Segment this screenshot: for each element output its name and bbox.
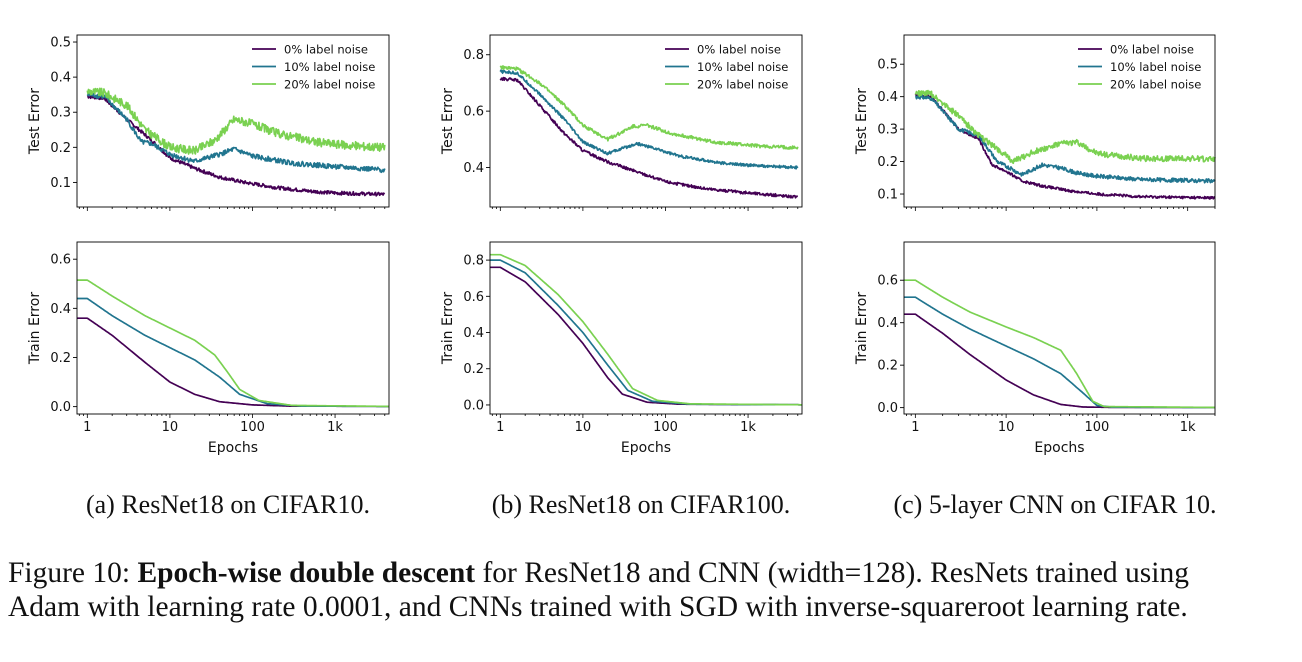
test-y-tick-label: 0.4 xyxy=(463,161,484,176)
figure-caption-line1: for ResNet18 and CNN (width=128). ResNet… xyxy=(482,557,1189,589)
train-y-tick-label: 0.2 xyxy=(877,359,898,374)
test-y-tick-label: 0.2 xyxy=(50,141,71,156)
test-y-axis-label: Test Error xyxy=(27,88,43,155)
x-tick-label: 100 xyxy=(240,420,265,435)
x-tick-label: 1 xyxy=(83,420,91,435)
train-line-0pct-noise xyxy=(904,314,1215,407)
test-y-tick-label: 0.1 xyxy=(877,188,898,203)
train-axes-frame xyxy=(904,242,1215,414)
train-y-tick-label: 0.0 xyxy=(463,398,484,413)
figure-title: Epoch-wise double descent xyxy=(137,557,475,589)
x-tick-label: 1 xyxy=(496,420,504,435)
train-y-tick-label: 0.2 xyxy=(50,351,71,366)
train-y-axis-label: Train Error xyxy=(854,292,870,365)
test-y-tick-label: 0.4 xyxy=(50,71,71,86)
panel-b-test: 0.4 0.6 0.8 Test Error 0% label noise 10% lab… xyxy=(440,35,802,211)
x-tick-label: 1k xyxy=(327,420,343,435)
legend-label-20pct: 20% label noise xyxy=(284,78,375,92)
test-y-tick-label: 0.1 xyxy=(50,176,71,191)
legend: 0% label noise 10% label noise 20% label n… xyxy=(252,43,375,92)
panel-a-test: 0.1 0.2 0.3 0.4 0.5 Test Error 0% label noise 1… xyxy=(27,35,389,211)
x-tick-label: 100 xyxy=(653,420,678,435)
train-line-0pct-noise xyxy=(490,267,802,405)
legend-label-10pct: 10% label noise xyxy=(284,60,375,74)
test-y-tick-label: 0.5 xyxy=(877,58,898,73)
test-line-0pct-noise xyxy=(500,78,798,198)
train-line-20pct-noise xyxy=(904,280,1215,407)
panel-a-train: 0.0 0.2 0.4 0.6 Train Error 1 10 100 1k Epochs xyxy=(27,242,389,456)
train-y-tick-label: 0.4 xyxy=(463,326,484,341)
train-y-tick-label: 0.6 xyxy=(877,274,898,289)
test-y-tick-label: 0.8 xyxy=(463,48,484,63)
x-tick-label: 1 xyxy=(911,420,919,435)
train-y-axis-label: Train Error xyxy=(440,292,456,365)
x-tick-label: 10 xyxy=(575,420,592,435)
legend-label-10pct: 10% label noise xyxy=(1110,60,1201,74)
train-y-tick-label: 0.6 xyxy=(50,253,71,268)
test-y-tick-label: 0.5 xyxy=(50,36,71,51)
x-tick-label: 10 xyxy=(998,420,1015,435)
test-y-tick-label: 0.4 xyxy=(877,90,898,105)
test-y-tick-label: 0.3 xyxy=(50,106,71,121)
train-y-tick-label: 0.0 xyxy=(877,401,898,416)
train-y-tick-label: 0.0 xyxy=(50,400,71,415)
test-y-tick-label: 0.2 xyxy=(877,155,898,170)
panel-c-train: 0.0 0.2 0.4 0.6 Train Error 1 10 100 1k Epochs xyxy=(854,242,1215,456)
test-line-20pct-noise xyxy=(87,88,385,154)
figure-canvas: 0.1 0.2 0.3 0.4 0.5 Test Error 0% label noise 1… xyxy=(0,0,1302,480)
test-y-axis-label: Test Error xyxy=(854,88,870,155)
legend-label-0pct: 0% label noise xyxy=(697,43,781,57)
figure-label: Figure 10: xyxy=(8,557,130,589)
train-axes-frame xyxy=(490,242,802,414)
train-line-10pct-noise xyxy=(490,260,802,405)
subcaption-a: (a) ResNet18 on CIFAR10. xyxy=(28,490,428,520)
train-line-10pct-noise xyxy=(904,297,1215,407)
train-y-tick-label: 0.4 xyxy=(50,302,71,317)
train-y-tick-label: 0.6 xyxy=(463,290,484,305)
train-y-tick-label: 0.8 xyxy=(463,254,484,269)
legend-label-20pct: 20% label noise xyxy=(697,78,788,92)
panel-b-train: 0.0 0.2 0.4 0.6 0.8 Train Error 1 10 100 1k Epochs xyxy=(440,242,802,456)
legend: 0% label noise 10% label noise 20% label n… xyxy=(1078,43,1201,92)
subcaption-c: (c) 5-layer CNN on CIFAR 10. xyxy=(855,490,1255,520)
test-y-tick-label: 0.6 xyxy=(463,105,484,120)
test-line-10pct-noise xyxy=(915,95,1215,182)
train-y-tick-label: 0.2 xyxy=(463,362,484,377)
figure-caption-line2: Adam with learning rate 0.0001, and CNNs… xyxy=(8,591,1188,623)
test-line-10pct-noise xyxy=(87,93,385,173)
train-line-0pct-noise xyxy=(77,318,389,406)
x-tick-label: 1k xyxy=(740,420,756,435)
panel-c-test: 0.1 0.2 0.3 0.4 0.5 Test Error 0% label noise 1… xyxy=(854,35,1215,211)
legend-label-10pct: 10% label noise xyxy=(697,60,788,74)
test-y-tick-label: 0.3 xyxy=(877,123,898,138)
x-tick-label: 100 xyxy=(1084,420,1109,435)
legend-label-20pct: 20% label noise xyxy=(1110,78,1201,92)
train-y-tick-label: 0.4 xyxy=(877,316,898,331)
x-axis-label: Epochs xyxy=(621,440,671,456)
subcaption-b: (b) ResNet18 on CIFAR100. xyxy=(441,490,841,520)
train-line-20pct-noise xyxy=(77,280,389,406)
x-tick-label: 10 xyxy=(162,420,179,435)
x-axis-label: Epochs xyxy=(208,440,258,456)
legend: 0% label noise 10% label noise 20% label n… xyxy=(665,43,788,92)
test-line-0pct-noise xyxy=(915,94,1215,199)
legend-label-0pct: 0% label noise xyxy=(1110,43,1194,57)
train-line-10pct-noise xyxy=(77,299,389,407)
train-line-20pct-noise xyxy=(490,255,802,405)
x-tick-label: 1k xyxy=(1180,420,1196,435)
figure-caption: Figure 10: Epoch-wise double descent for… xyxy=(8,556,1298,624)
legend-label-0pct: 0% label noise xyxy=(284,43,368,57)
train-y-axis-label: Train Error xyxy=(27,292,43,365)
x-axis-label: Epochs xyxy=(1034,440,1084,456)
test-y-axis-label: Test Error xyxy=(440,88,456,155)
test-line-20pct-noise xyxy=(915,91,1215,164)
